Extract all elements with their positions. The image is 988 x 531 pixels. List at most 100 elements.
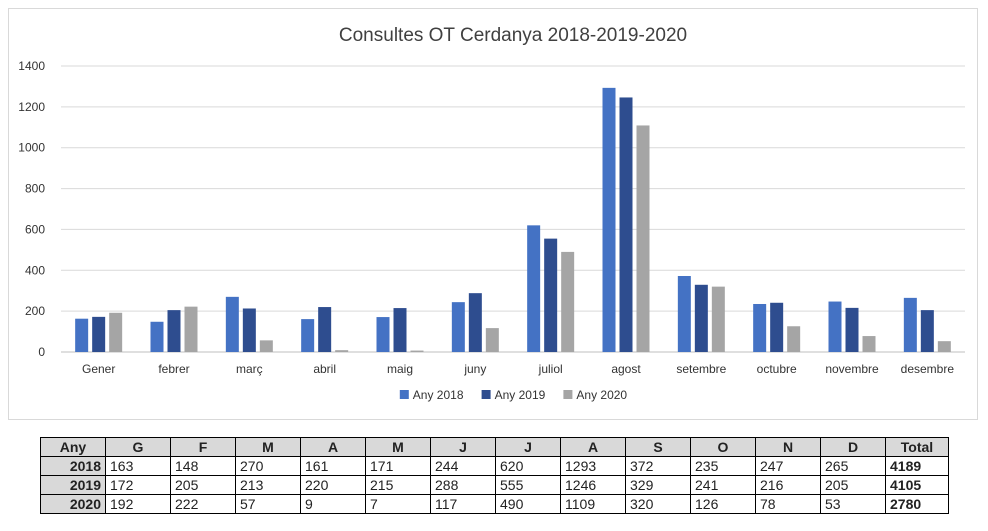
bar: [410, 350, 424, 352]
bar: [225, 296, 239, 352]
table-cell: 265: [820, 456, 886, 476]
data-table: Any G F M A M J J A S O N D Total 2018 163 148 270 161 171…: [40, 437, 949, 514]
bar: [109, 312, 123, 352]
table-cell: 192: [105, 494, 171, 514]
table-row: 2018 163 148 270 161 171 244 620 1293 372 235 247 26…: [40, 456, 949, 476]
table-cell: 163: [105, 456, 171, 476]
table-cell: 57: [235, 494, 301, 514]
table-cell: 372: [625, 456, 691, 476]
x-tick-label: juliol: [538, 362, 563, 376]
table-header-month: D: [820, 437, 886, 457]
x-tick-label: febrer: [158, 362, 189, 376]
table-cell: 241: [690, 475, 756, 495]
bar: [184, 306, 198, 352]
legend-label: Any 2020: [576, 388, 627, 402]
table-cell: 220: [300, 475, 366, 495]
table-cell: 126: [690, 494, 756, 514]
x-tick-label: desembre: [901, 362, 955, 376]
table-cell: 247: [755, 456, 821, 476]
bar: [636, 125, 650, 352]
y-tick-label: 1000: [18, 141, 45, 155]
bar: [920, 310, 934, 352]
table-cell: 117: [430, 494, 496, 514]
y-tick-label: 200: [25, 304, 45, 318]
table-cell: 1246: [560, 475, 626, 495]
legend-swatch: [563, 390, 573, 399]
bar: [259, 340, 273, 352]
bar: [301, 319, 315, 352]
bar: [787, 326, 801, 352]
table-cell: 216: [755, 475, 821, 495]
y-tick-label: 800: [25, 182, 45, 196]
y-tick-label: 400: [25, 263, 45, 277]
bar: [527, 225, 541, 352]
table-header-month: F: [170, 437, 236, 457]
x-tick-label: abril: [313, 362, 336, 376]
table-header-year: Any: [40, 437, 106, 457]
y-tick-label: 1200: [18, 100, 45, 114]
table-cell: 329: [625, 475, 691, 495]
table-header-month: M: [365, 437, 431, 457]
table-cell: 53: [820, 494, 886, 514]
bar: [862, 336, 876, 352]
table-cell: 555: [495, 475, 561, 495]
x-tick-label: maig: [387, 362, 413, 376]
table-header-total: Total: [885, 437, 949, 457]
table-cell: 320: [625, 494, 691, 514]
bar: [150, 321, 164, 352]
bar: [561, 251, 575, 352]
bar: [694, 284, 708, 352]
table-year-cell: 2019: [40, 475, 106, 495]
table-cell: 213: [235, 475, 301, 495]
x-tick-label: Gener: [82, 362, 115, 376]
table-total-cell: 4105: [885, 475, 949, 495]
bar: [845, 307, 859, 352]
table-cell: 205: [820, 475, 886, 495]
bar: [468, 293, 482, 352]
table-header-month: S: [625, 437, 691, 457]
y-tick-label: 600: [25, 222, 45, 236]
table-header-row: Any G F M A M J J A S O N D Total: [40, 437, 949, 457]
chart-title: Consultes OT Cerdanya 2018-2019-2020: [339, 25, 687, 46]
table-cell: 172: [105, 475, 171, 495]
bar: [602, 87, 616, 352]
table-cell: 620: [495, 456, 561, 476]
bar: [828, 301, 842, 352]
table-header-month: A: [300, 437, 366, 457]
bar: [92, 316, 106, 352]
legend-swatch: [399, 390, 409, 399]
table-body: 2018 163 148 270 161 171 244 620 1293 372 235 247 26…: [40, 456, 949, 514]
table-cell: 9: [300, 494, 366, 514]
legend-label: Any 2019: [495, 388, 546, 402]
table-header-month: O: [690, 437, 756, 457]
table-header-month: J: [430, 437, 496, 457]
table-header-month: A: [560, 437, 626, 457]
table-cell: 222: [170, 494, 236, 514]
table-cell: 288: [430, 475, 496, 495]
table-cell: 1109: [560, 494, 626, 514]
table-cell: 171: [365, 456, 431, 476]
table-cell: 244: [430, 456, 496, 476]
x-tick-label: novembre: [825, 362, 879, 376]
table-cell: 235: [690, 456, 756, 476]
table-cell: 161: [300, 456, 366, 476]
bar: [711, 286, 725, 352]
legend-label: Any 2018: [413, 388, 464, 402]
table-header-month: G: [105, 437, 171, 457]
bar: [335, 350, 349, 352]
table-header-month: N: [755, 437, 821, 457]
bar: [753, 303, 767, 352]
x-tick-label: setembre: [676, 362, 726, 376]
bar: [544, 238, 558, 352]
x-tick-label: agost: [611, 362, 641, 376]
table-cell: 215: [365, 475, 431, 495]
x-tick-label: octubre: [757, 362, 797, 376]
y-tick-label: 1400: [18, 59, 45, 73]
bar: [677, 276, 691, 352]
chart-panel: Consultes OT Cerdanya 2018-2019-2020 0 200…: [8, 8, 978, 420]
table-cell: 148: [170, 456, 236, 476]
table-cell: 78: [755, 494, 821, 514]
legend-swatch: [481, 390, 491, 399]
table-cell: 7: [365, 494, 431, 514]
table-row: 2020 192 222 57 9 7 117 490 1109 320 126 78 53 2780: [40, 494, 949, 514]
